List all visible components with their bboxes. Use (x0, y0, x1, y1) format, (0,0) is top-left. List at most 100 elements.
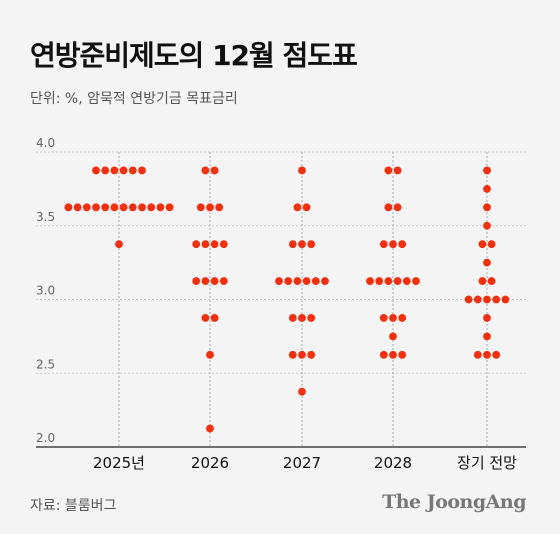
dot-point (483, 350, 491, 359)
dot-point (302, 203, 311, 212)
dot-point (375, 277, 384, 285)
dot-point (219, 240, 228, 249)
x-tick-label: 장기 전망 (457, 454, 517, 472)
y-tick-label: 3.5 (36, 210, 55, 224)
dot-point (483, 332, 491, 341)
dot-point (219, 277, 228, 285)
dot-point (298, 240, 306, 249)
dot-point (379, 314, 388, 322)
dot-point (138, 166, 146, 175)
dot-point (487, 240, 496, 249)
dot-point (138, 203, 146, 212)
dot-point (298, 387, 306, 396)
dot-point (483, 295, 491, 304)
dot-point (487, 277, 496, 285)
dot-point (483, 166, 491, 175)
dot-point (288, 350, 297, 359)
dot-point (201, 240, 210, 249)
dot-point (298, 314, 306, 322)
dot-point (302, 277, 311, 285)
dot-point (393, 166, 402, 175)
dot-point (483, 221, 491, 230)
dot-point (307, 240, 316, 249)
dot-point (398, 350, 407, 359)
source-note: 자료: 블룸버그 (30, 498, 117, 514)
dot-point (210, 240, 219, 249)
dot-point (402, 277, 411, 285)
dot-point (384, 203, 393, 212)
dot-point (298, 166, 306, 175)
dot-point (379, 350, 388, 359)
dot-point (393, 203, 402, 212)
dot-point (201, 277, 210, 285)
dot-point (147, 203, 156, 212)
y-tick-label: 2.0 (36, 431, 55, 445)
dot-point (119, 166, 128, 175)
dot-point (215, 203, 224, 212)
dot-point (478, 240, 487, 249)
dot-point (492, 350, 501, 359)
dot-point (101, 166, 110, 175)
dot-point (288, 314, 297, 322)
chart-subtitle: 단위: %, 암묵적 연방기금 목표금리 (30, 91, 238, 107)
dot-point (483, 184, 491, 193)
dot-point (82, 203, 91, 212)
dot-point (389, 240, 397, 249)
dot-point (473, 295, 482, 304)
dot-point (210, 277, 219, 285)
chart-title: 연방준비제도의 12월 점도표 (30, 39, 358, 72)
dot-point (398, 240, 407, 249)
brand-logo: The JoongAng (382, 491, 526, 513)
dot-point (210, 166, 219, 175)
dot-point (210, 314, 219, 322)
y-tick-label: 2.5 (36, 357, 55, 371)
dot-point (206, 203, 214, 212)
dot-point (321, 277, 329, 285)
dot-point (307, 350, 316, 359)
dot-point (389, 350, 397, 359)
dot-point (398, 314, 407, 322)
y-tick-label: 3.0 (36, 284, 55, 298)
dot-point (192, 277, 201, 285)
dot-point (293, 277, 302, 285)
dot-point (196, 203, 205, 212)
dot-point (492, 295, 501, 304)
dot-point (110, 203, 119, 212)
dot-point (293, 203, 302, 212)
dot-point (483, 203, 491, 212)
y-tick-label: 4.0 (36, 136, 55, 150)
dot-point (64, 203, 73, 212)
dot-point (389, 332, 397, 341)
dot-point (101, 203, 110, 212)
dot-point (275, 277, 283, 285)
dot-point (389, 314, 397, 322)
dot-point (412, 277, 420, 285)
dot-point (311, 277, 320, 285)
dot-point (156, 203, 165, 212)
dot-point (501, 295, 510, 304)
x-tick-label: 2025년 (93, 454, 145, 472)
dot-point (128, 203, 137, 212)
dot-point (478, 277, 487, 285)
dot-point (384, 166, 393, 175)
dot-point (201, 166, 210, 175)
dot-point (73, 203, 82, 212)
dot-point (192, 240, 201, 249)
x-tick-label: 2028 (374, 454, 412, 472)
dot-point (92, 203, 100, 212)
dot-point (206, 350, 214, 359)
dot-point (384, 277, 393, 285)
x-tick-label: 2026 (191, 454, 229, 472)
dot-point (201, 314, 210, 322)
dot-point (473, 350, 482, 359)
dot-point (298, 350, 306, 359)
dot-point (483, 258, 491, 267)
dot-point (307, 314, 316, 322)
dot-point (483, 314, 491, 322)
dot-point (284, 277, 293, 285)
dot-point (119, 203, 128, 212)
dot-point (128, 166, 137, 175)
dot-point (110, 166, 119, 175)
dot-point (464, 295, 473, 304)
